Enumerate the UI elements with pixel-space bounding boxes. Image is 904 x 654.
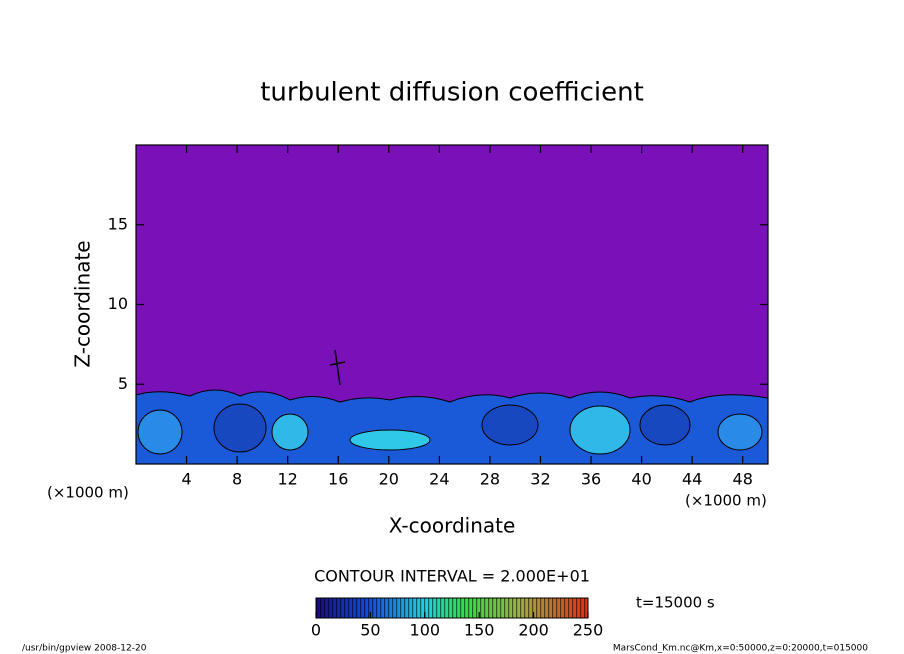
contour-field <box>136 145 768 464</box>
footer-left: /usr/bin/gpview 2008-12-20 <box>22 644 147 654</box>
x-tick-label: 20 <box>379 470 399 489</box>
footer-right: MarsCond_Km.nc@Km,x=0:50000,z=0:20000,t=… <box>613 644 868 654</box>
contour-interval: CONTOUR INTERVAL = 2.000E+01 <box>314 567 590 586</box>
y-unit: (×1000 m) <box>47 484 129 502</box>
chart-title: turbulent diffusion coefficient <box>260 78 644 108</box>
colorbar-tick-label: 100 <box>410 621 441 640</box>
x-axis-label: X-coordinate <box>389 514 516 538</box>
x-tick-label: 44 <box>682 470 702 489</box>
y-tick-label: 10 <box>108 294 128 313</box>
x-tick-label: 12 <box>278 470 298 489</box>
x-tick-label: 32 <box>530 470 550 489</box>
x-tick-label: 48 <box>733 470 753 489</box>
colorbar-frame <box>315 597 589 619</box>
x-unit: (×1000 m) <box>685 492 767 510</box>
colorbar-tick-label: 250 <box>573 621 604 640</box>
x-tick-label: 36 <box>581 470 601 489</box>
y-axis-label: Z-coordinate <box>71 240 95 367</box>
time-label: t=15000 s <box>636 594 715 612</box>
x-tick-label: 8 <box>232 470 242 489</box>
y-tick-label: 5 <box>118 374 128 393</box>
colorbar-tick-label: 150 <box>464 621 495 640</box>
y-tick-label: 15 <box>108 214 128 233</box>
x-tick-label: 16 <box>328 470 348 489</box>
colorbar-tick-label: 0 <box>311 621 321 640</box>
x-tick-label: 24 <box>429 470 449 489</box>
x-tick-label: 4 <box>181 470 191 489</box>
colorbar-tick-label: 200 <box>518 621 549 640</box>
x-tick-label: 28 <box>480 470 500 489</box>
x-tick-label: 40 <box>631 470 651 489</box>
colorbar-tick-label: 50 <box>360 621 380 640</box>
